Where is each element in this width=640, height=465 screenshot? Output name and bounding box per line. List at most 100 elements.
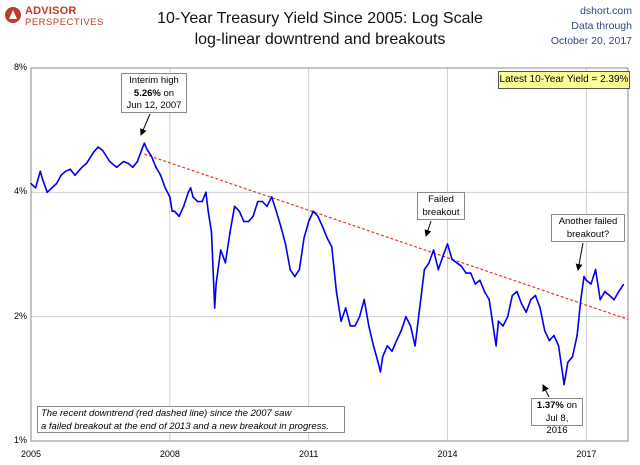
chart-title: 10-Year Treasury Yield Since 2005: Log S… — [120, 8, 520, 50]
yield-point — [150, 155, 153, 157]
yield-point — [495, 345, 497, 347]
annotation-another-failed-line1: Another failed — [558, 216, 618, 227]
yield-point — [132, 166, 134, 169]
yield-point — [437, 268, 440, 271]
yield-point — [599, 298, 602, 301]
trend-note-line2: a failed breakout at the end of 2013 and… — [41, 420, 329, 432]
yield-point — [377, 361, 379, 364]
yield-point — [344, 307, 347, 309]
trend-note: The recent downtrend (red dashed line) s… — [37, 406, 345, 433]
yield-point — [178, 215, 180, 218]
yield-point — [391, 350, 393, 352]
annotation-interim-high-value-line: 5.26% on — [125, 88, 183, 101]
annotation-failed-breakout-line1: Failed — [428, 194, 454, 205]
yield-point — [30, 182, 32, 185]
yield-point — [418, 307, 421, 309]
yield-point — [213, 307, 216, 309]
yield-point — [155, 166, 157, 169]
yield-point — [293, 275, 296, 278]
yield-point — [196, 200, 199, 203]
yield-point — [321, 226, 324, 228]
yield-point — [576, 334, 578, 337]
source-data-through: Data through — [571, 20, 632, 32]
yield-point — [173, 210, 176, 213]
yield-point — [247, 220, 250, 223]
yield-point — [479, 279, 481, 282]
yield-point — [261, 200, 264, 203]
yield-point — [349, 325, 352, 327]
annotation-interim-high-on: on — [163, 87, 175, 99]
x-tick-label-0: 2005 — [20, 449, 42, 459]
yield-point — [127, 162, 129, 165]
yield-point — [405, 315, 407, 318]
yield-point — [488, 298, 490, 301]
yield-point — [55, 182, 58, 185]
yield-point — [303, 237, 305, 239]
y-tick-label-2: 4% — [13, 186, 27, 197]
annotation-low-on: on — [566, 400, 578, 411]
yield-point — [563, 383, 565, 386]
y-tick-label-3: 8% — [13, 62, 27, 72]
yield-point — [553, 334, 555, 337]
yield-point — [432, 249, 435, 251]
yield-point — [379, 371, 382, 373]
logo-line2: PERSPECTIVES — [25, 17, 104, 28]
annotation-another-failed-line2: breakout? — [566, 228, 610, 240]
yield-point — [280, 226, 282, 228]
yield-point — [368, 325, 370, 327]
yield-point — [256, 200, 259, 203]
yield-point — [400, 329, 403, 332]
yield-point — [469, 272, 472, 274]
yield-point — [502, 325, 504, 327]
yield-series-line — [30, 142, 625, 386]
yield-point — [207, 210, 210, 213]
yield-point — [579, 298, 582, 301]
yield-point — [238, 210, 241, 213]
yield-point — [192, 196, 194, 198]
trend-line — [144, 153, 629, 320]
yield-point — [585, 279, 588, 282]
yield-point — [608, 294, 611, 297]
yield-point — [409, 325, 412, 327]
yield-point — [108, 160, 111, 163]
yield-point — [189, 187, 192, 189]
annotation-failed-breakout-line2: breakout — [422, 206, 460, 218]
yield-point — [363, 298, 366, 301]
yield-point — [516, 290, 518, 293]
series-layer — [30, 142, 625, 386]
yield-point — [97, 146, 99, 148]
yield-point — [326, 237, 328, 239]
yield-point — [539, 307, 541, 309]
source-date: October 20, 2017 — [550, 35, 632, 47]
yield-point — [617, 290, 620, 293]
annotation-interim-high-date: Jun 12, 2007 — [126, 100, 182, 111]
yield-point — [34, 187, 37, 189]
arrow-failed-breakout — [424, 220, 432, 237]
yield-point — [395, 339, 398, 342]
yield-point — [604, 290, 606, 293]
yield-point — [74, 174, 76, 177]
yield-point — [92, 151, 95, 154]
source-block: dshort.com Data through October 20, 2017 — [551, 4, 632, 49]
yield-point — [60, 174, 62, 177]
yield-point — [414, 345, 416, 347]
yield-point — [284, 243, 287, 245]
yield-point — [215, 283, 217, 285]
yield-point — [511, 294, 514, 297]
annotation-interim-high: Interim high 5.26% on Jun 12, 2007 — [121, 73, 187, 113]
yield-point — [182, 205, 185, 208]
yield-point — [145, 147, 148, 150]
arrow-another-failed — [575, 242, 584, 271]
yield-point — [372, 345, 375, 347]
yield-point — [81, 166, 83, 169]
y-tick-label-0: 1% — [13, 435, 27, 445]
annotation-interim-high-label: Interim high — [129, 75, 179, 86]
yield-point — [270, 196, 273, 198]
yield-point — [613, 298, 615, 301]
yield-point — [465, 272, 467, 274]
yield-point — [64, 170, 67, 173]
advisor-perspectives-logo: ADVISOR PERSPECTIVES — [4, 5, 124, 31]
arrow-interim-high — [140, 113, 151, 136]
yield-point — [483, 290, 486, 293]
logo-mark-icon — [5, 7, 21, 23]
